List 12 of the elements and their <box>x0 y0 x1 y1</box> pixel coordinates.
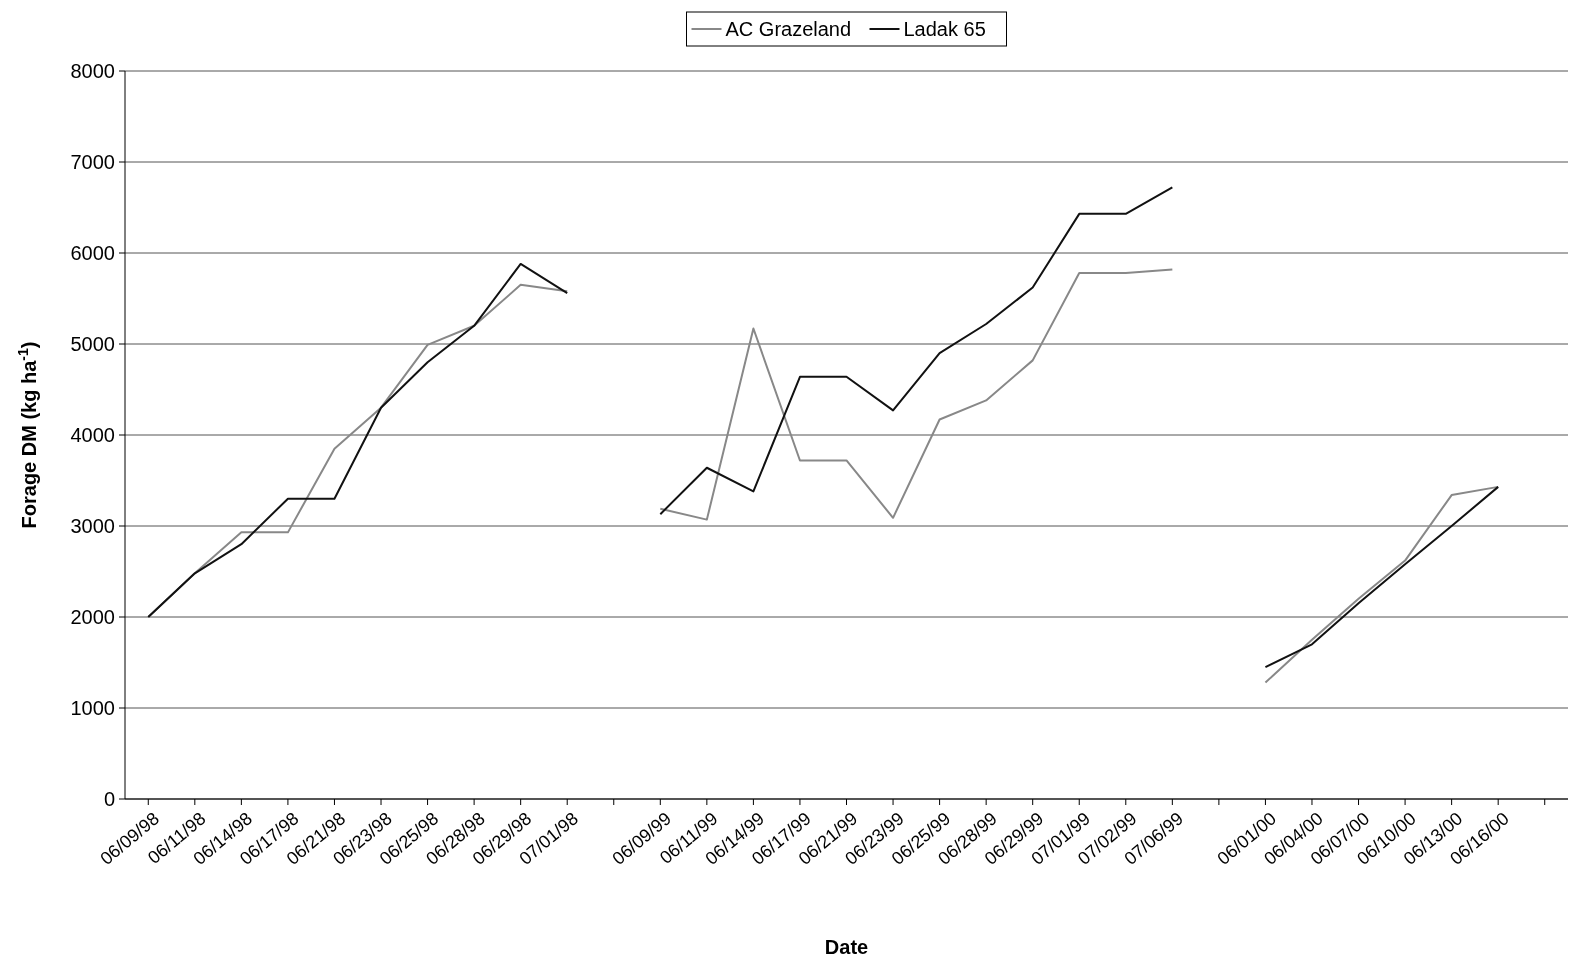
legend-label: AC Grazeland <box>725 18 852 40</box>
y-tick-label: 6000 <box>70 242 115 264</box>
legend-label: Ladak 65 <box>903 18 986 40</box>
y-tick-label: 4000 <box>70 424 115 446</box>
y-tick-label: 7000 <box>70 151 115 173</box>
y-tick-label: 1000 <box>70 697 115 719</box>
y-tick-label: 2000 <box>70 606 115 628</box>
x-axis-title: Date <box>824 936 869 958</box>
y-tick-label: 5000 <box>70 333 115 355</box>
y-tick-label: 8000 <box>70 60 115 82</box>
y-tick-label: 3000 <box>70 515 115 537</box>
y-tick-label: 0 <box>103 788 115 810</box>
